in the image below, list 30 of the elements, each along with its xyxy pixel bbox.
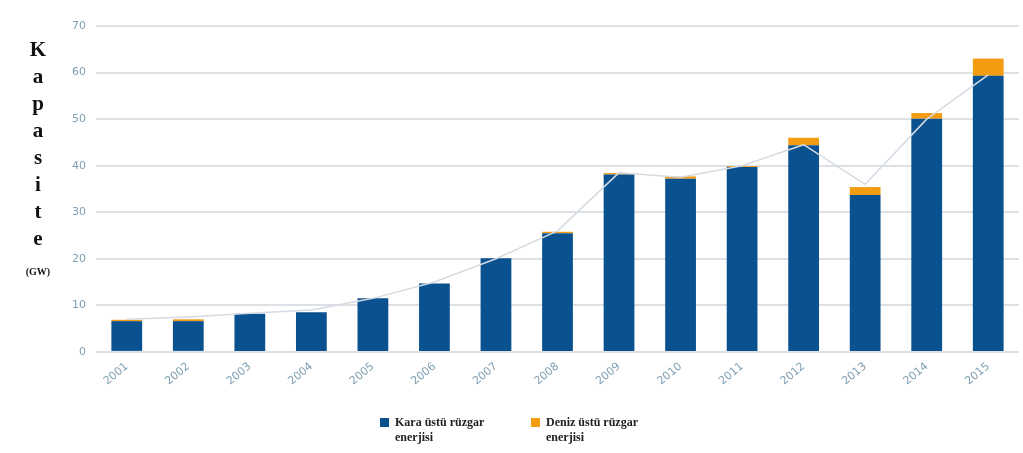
y-tick-label: 40: [72, 158, 86, 172]
bar: [972, 58, 1004, 76]
legend-label: Deniz üstü rüzgar enerjisi: [546, 415, 639, 445]
bar: [234, 313, 266, 351]
bar: [849, 195, 881, 351]
y-tick-label: 50: [72, 111, 86, 125]
bar: [911, 118, 943, 351]
y-tick-label: 0: [79, 344, 86, 358]
y-tick-label: 60: [72, 65, 86, 79]
bar: [788, 145, 820, 351]
y-tick-label: 20: [72, 251, 86, 265]
bar: [665, 178, 696, 351]
bar: [911, 113, 943, 119]
bar: [295, 312, 327, 351]
bar: [726, 167, 758, 351]
bar: [849, 187, 881, 195]
bar: [603, 174, 635, 351]
bar: [419, 283, 450, 351]
y-tick-label: 70: [72, 18, 86, 32]
bar: [788, 137, 820, 146]
y-tick-label: 10: [72, 298, 86, 312]
text: Kapasite (GW): [25, 37, 51, 277]
bar: [111, 321, 143, 351]
bar: [172, 321, 204, 351]
y-tick-label: 30: [72, 205, 86, 219]
bar: [972, 75, 1004, 351]
bar: [542, 233, 573, 351]
legend-label: Kara üstü rüzgar enerjisi: [395, 415, 486, 445]
bar: [480, 258, 512, 351]
bar: [357, 298, 389, 351]
